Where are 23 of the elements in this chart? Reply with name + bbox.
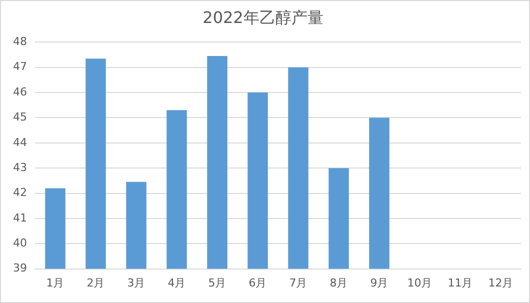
y-tick-label: 42 xyxy=(12,186,27,200)
y-tick-label: 45 xyxy=(12,110,27,124)
y-tick-label: 39 xyxy=(12,262,27,275)
x-tick-label: 5月 xyxy=(208,276,226,290)
x-tick-label: 7月 xyxy=(289,276,308,290)
x-tick-label: 10月 xyxy=(407,276,432,290)
x-tick-label: 11月 xyxy=(448,276,473,290)
x-tick-label: 1月 xyxy=(46,276,64,290)
x-tick-label: 3月 xyxy=(127,276,146,290)
x-tick-label: 4月 xyxy=(168,276,186,290)
x-tick-label: 2月 xyxy=(86,276,105,290)
x-tick-label: 12月 xyxy=(488,276,514,290)
chart-title: 2022年乙醇产量 xyxy=(202,8,324,27)
x-tick-label: 6月 xyxy=(248,276,267,290)
y-tick-label: 44 xyxy=(12,136,27,149)
y-tick-label: 40 xyxy=(12,236,27,250)
x-tick-label: 9月 xyxy=(370,276,388,290)
y-tick-label: 43 xyxy=(12,160,27,174)
y-tick-label: 48 xyxy=(12,35,27,48)
x-tick-label: 8月 xyxy=(330,276,348,290)
y-tick-label: 41 xyxy=(12,211,27,224)
y-tick-label: 46 xyxy=(12,85,27,98)
y-tick-label: 47 xyxy=(12,60,27,74)
